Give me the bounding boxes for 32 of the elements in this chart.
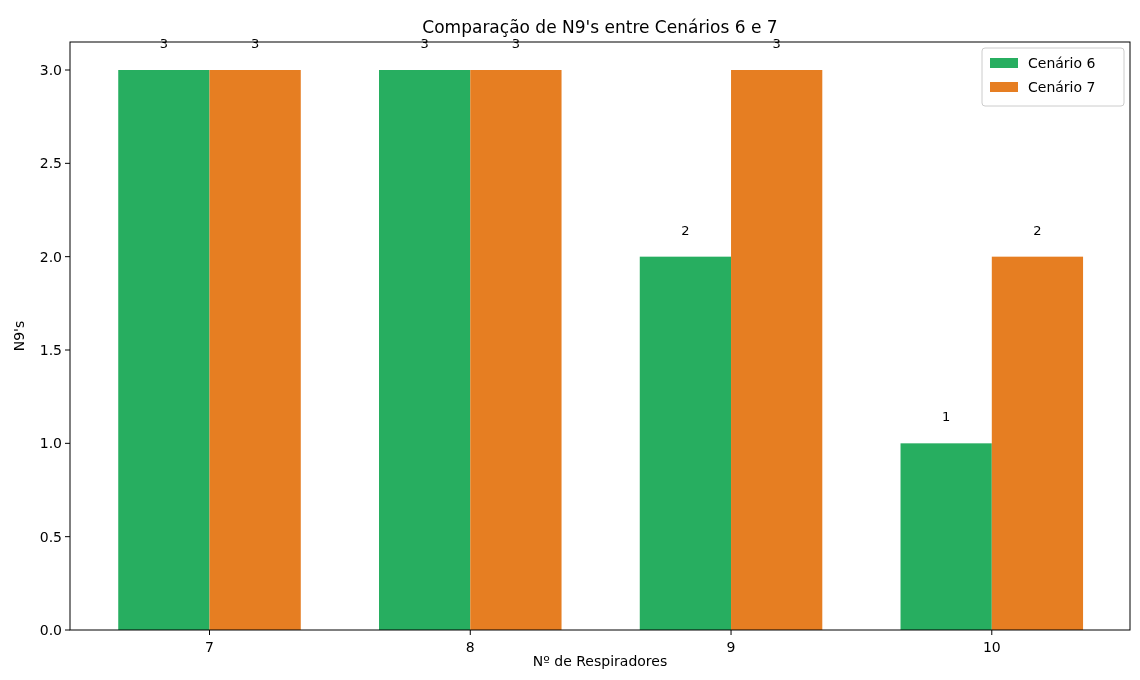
bar [470,70,562,630]
bar [639,256,732,630]
data-label: 3 [511,36,521,51]
legend-label: Cenário 7 [1028,78,1096,95]
y-tick-label: 3.0 [39,61,62,78]
data-label: 3 [772,36,781,51]
x-tick-label: 7 [205,639,214,655]
x-tick-label: 8 [465,639,475,655]
y-tick-label: 2.5 [39,155,62,172]
bar [379,70,471,630]
bar [991,256,1084,630]
legend-label: Cenário 6 [1028,54,1096,71]
x-axis-title: Nº de Respiradores [532,653,668,669]
y-tick-label: 1.0 [39,435,62,452]
bar [900,443,992,630]
y-axis-title: N9's [11,320,27,352]
y-tick-label: 1.5 [39,341,62,358]
chart-title: Comparação de N9's entre Cenários 6 e 7 [422,17,778,37]
data-label: 1 [942,409,951,425]
data-label: 3 [251,36,260,51]
y-tick-label: 2.0 [39,248,62,265]
bar [209,70,301,630]
bar [118,70,210,630]
data-label: 3 [420,36,429,51]
y-tick-label: 0.5 [39,528,62,545]
data-label: 3 [159,36,169,51]
bar [731,70,823,630]
data-label: 2 [681,222,690,238]
y-tick-label: 0.0 [39,621,62,638]
x-tick-label: 10 [982,639,1001,655]
x-tick-label: 9 [726,639,736,655]
data-label: 2 [1033,222,1042,238]
